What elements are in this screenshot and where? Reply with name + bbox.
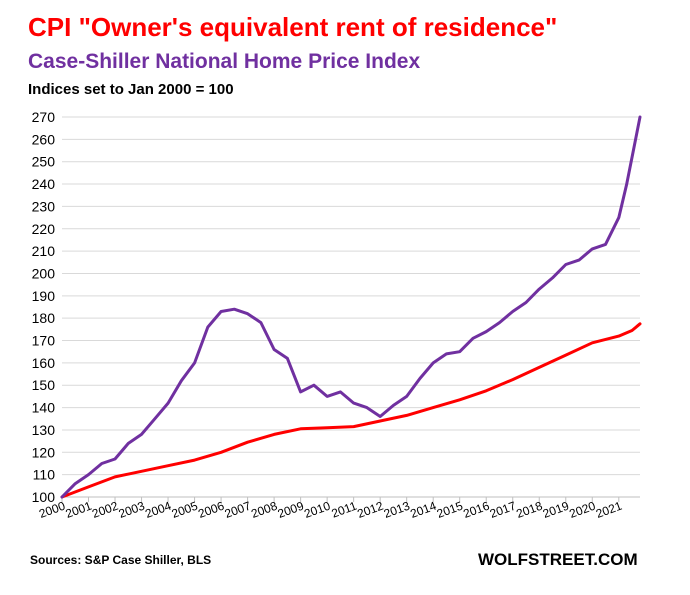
x-tick-label: 2019: [541, 499, 571, 521]
x-tick-label: 2001: [64, 499, 94, 521]
x-tick-label: 2015: [435, 499, 465, 521]
y-tick-label: 160: [32, 355, 56, 371]
x-tick-label: 2002: [90, 499, 120, 521]
x-tick-label: 2013: [382, 499, 412, 521]
x-tick-label: 2009: [276, 499, 306, 521]
x-tick-label: 2007: [223, 499, 253, 521]
y-tick-label: 110: [33, 467, 56, 483]
x-tick-label: 2011: [330, 499, 359, 521]
chart-subtitle: Case-Shiller National Home Price Index: [28, 50, 421, 73]
x-tick-label: 2017: [488, 499, 518, 521]
y-tick-label: 250: [32, 154, 56, 170]
x-tick-label: 2018: [514, 499, 544, 521]
y-tick-label: 120: [32, 444, 56, 460]
brand-label: WOLFSTREET.COM: [478, 550, 638, 569]
cpi-owners-equivalent-rent-line: [60, 322, 642, 499]
y-tick-label: 150: [32, 377, 56, 393]
y-tick-label: 260: [32, 131, 56, 147]
x-tick-label: 2010: [302, 499, 332, 521]
y-tick-label: 200: [32, 265, 56, 281]
x-tick-label: 2016: [461, 499, 491, 521]
x-tick-label: 2008: [249, 499, 279, 521]
y-tick-label: 270: [32, 109, 56, 125]
x-tick-label: 2005: [170, 499, 200, 521]
y-tick-label: 210: [32, 243, 56, 259]
source-note: Sources: S&P Case Shiller, BLS: [30, 553, 212, 567]
index-note: Indices set to Jan 2000 = 100: [28, 81, 234, 98]
y-tick-label: 240: [32, 176, 56, 192]
y-tick-label: 100: [32, 489, 56, 505]
x-tick-label: 2012: [355, 499, 385, 521]
case-shiller-home-price-index-line: [60, 115, 642, 499]
x-tick-label: 2004: [143, 499, 173, 521]
x-tick-label: 2014: [408, 499, 438, 521]
x-tick-label: 2021: [594, 499, 624, 521]
x-tick-label: 2006: [196, 499, 226, 521]
y-tick-label: 230: [32, 198, 56, 214]
x-tick-label: 2020: [567, 499, 597, 521]
chart-title: CPI "Owner's equivalent rent of residenc…: [28, 12, 558, 42]
y-tick-label: 140: [32, 400, 56, 416]
x-tick-label: 2003: [117, 499, 147, 521]
y-tick-label: 170: [32, 333, 56, 349]
y-tick-label: 130: [32, 422, 56, 438]
y-tick-label: 220: [32, 221, 56, 237]
y-tick-label: 180: [32, 310, 56, 326]
y-tick-label: 190: [32, 288, 56, 304]
